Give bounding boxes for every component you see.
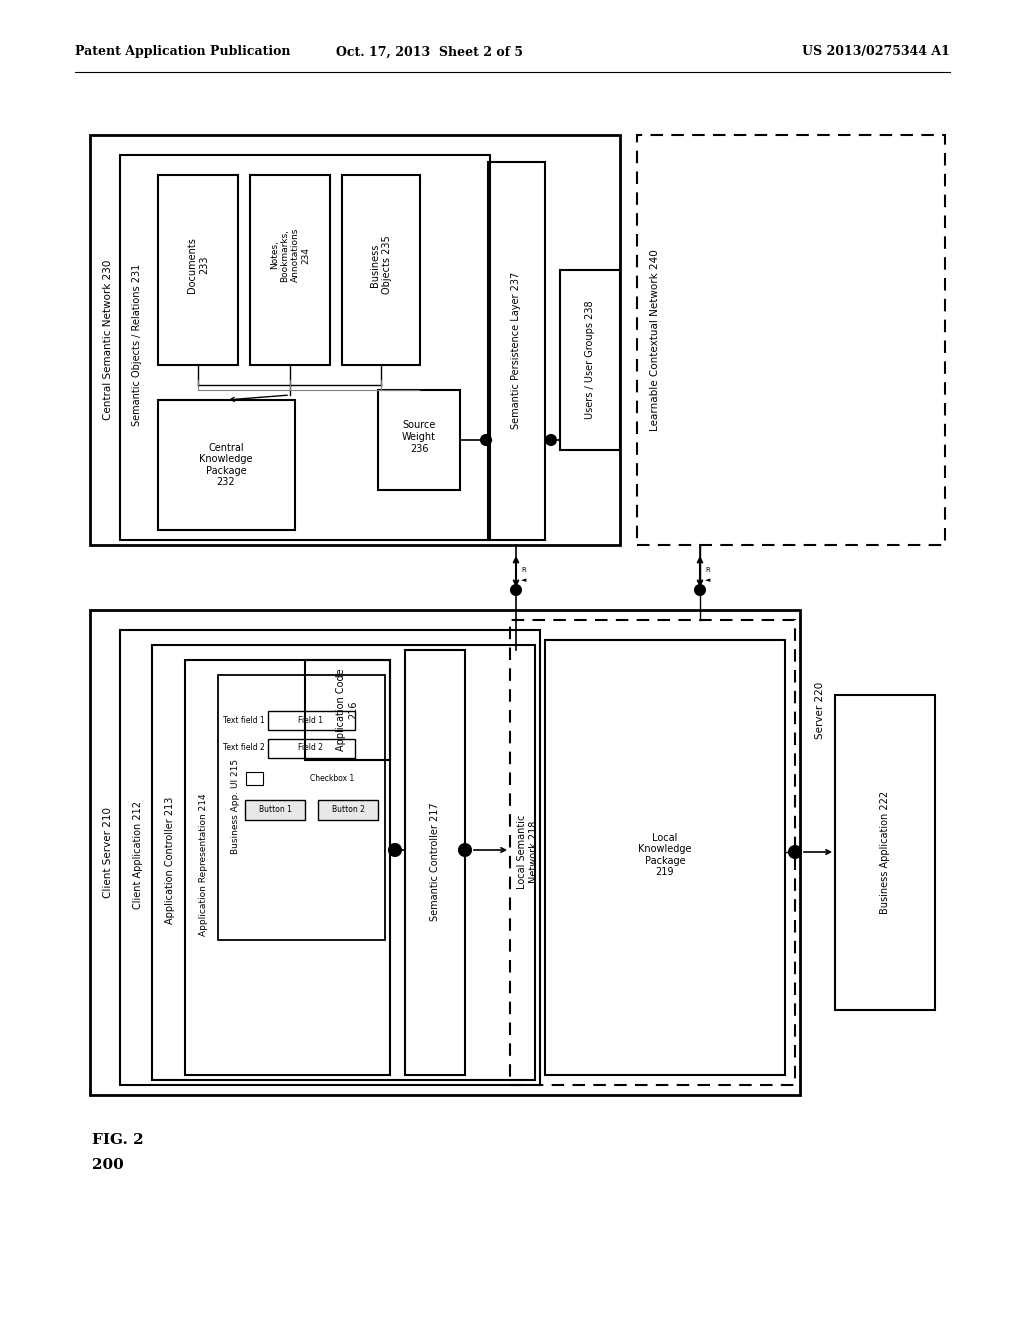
Text: ◄: ◄ [706, 577, 711, 583]
Text: ◄: ◄ [521, 577, 526, 583]
Bar [185, 660, 390, 1074]
Bar [90, 610, 800, 1096]
Bar [545, 640, 785, 1074]
Bar [305, 660, 390, 760]
Text: Text field 1: Text field 1 [223, 715, 265, 725]
Text: Semantic Controller 217: Semantic Controller 217 [430, 803, 440, 921]
Bar [560, 271, 620, 450]
Text: Application Representation 214: Application Representation 214 [199, 793, 208, 936]
Text: Semantic Objects / Relations 231: Semantic Objects / Relations 231 [132, 264, 142, 426]
Text: Client Application 212: Client Application 212 [133, 801, 143, 909]
Circle shape [389, 843, 401, 855]
Text: Application Controller 213: Application Controller 213 [165, 796, 175, 924]
Bar [218, 675, 385, 940]
Text: Button 2: Button 2 [332, 805, 365, 814]
Bar [342, 176, 420, 366]
Text: Local Semantic
Network 218: Local Semantic Network 218 [517, 814, 539, 890]
Bar [120, 154, 490, 540]
Bar [268, 739, 355, 758]
Text: Users / User Groups 238: Users / User Groups 238 [585, 301, 595, 420]
Text: FIG. 2: FIG. 2 [92, 1133, 143, 1147]
Bar [90, 135, 620, 545]
Circle shape [546, 436, 556, 445]
Text: R: R [521, 568, 526, 573]
Bar [406, 649, 465, 1074]
Bar [120, 630, 540, 1085]
Circle shape [481, 436, 490, 445]
Text: Local
Knowledge
Package
219: Local Knowledge Package 219 [638, 833, 692, 878]
Text: Notes,
Bookmarks,
Annotations
234: Notes, Bookmarks, Annotations 234 [270, 228, 310, 282]
Bar [246, 772, 263, 785]
Bar [245, 800, 305, 820]
Text: Central
Knowledge
Package
232: Central Knowledge Package 232 [200, 442, 253, 487]
Text: Business
Objects 235: Business Objects 235 [371, 236, 392, 294]
Text: Documents
233: Documents 233 [187, 238, 209, 293]
Text: Field 1: Field 1 [299, 715, 324, 725]
Circle shape [790, 846, 801, 858]
Text: Business App. UI 215: Business App. UI 215 [230, 759, 240, 854]
Text: Learnable Contextual Network 240: Learnable Contextual Network 240 [650, 249, 660, 430]
Circle shape [459, 843, 471, 855]
Text: 200: 200 [92, 1158, 124, 1172]
Bar [250, 176, 330, 366]
Text: Central Semantic Network 230: Central Semantic Network 230 [103, 260, 113, 420]
Circle shape [511, 585, 521, 595]
Bar [510, 620, 795, 1085]
Circle shape [695, 585, 705, 595]
Text: Client Server 210: Client Server 210 [103, 807, 113, 898]
Text: Business Application 222: Business Application 222 [880, 791, 890, 913]
Bar [637, 135, 945, 545]
Bar [152, 645, 535, 1080]
Bar [835, 696, 935, 1010]
Text: Oct. 17, 2013  Sheet 2 of 5: Oct. 17, 2013 Sheet 2 of 5 [337, 45, 523, 58]
Text: US 2013/0275344 A1: US 2013/0275344 A1 [802, 45, 950, 58]
Bar [488, 162, 545, 540]
Text: Semantic Persistence Layer 237: Semantic Persistence Layer 237 [511, 272, 521, 429]
Text: Source
Weight
236: Source Weight 236 [402, 420, 436, 454]
Text: Button 1: Button 1 [259, 805, 292, 814]
Bar [268, 711, 355, 730]
Text: Server 220: Server 220 [815, 681, 825, 739]
Text: Checkbox 1: Checkbox 1 [310, 774, 354, 783]
Text: Application Code
216: Application Code 216 [336, 669, 357, 751]
Bar [158, 176, 238, 366]
Text: R: R [706, 568, 711, 573]
Bar [158, 400, 295, 531]
Text: Field 2: Field 2 [299, 743, 324, 752]
Bar [378, 389, 460, 490]
Bar [318, 800, 378, 820]
Text: Text field 2: Text field 2 [223, 743, 265, 752]
Text: Patent Application Publication: Patent Application Publication [75, 45, 291, 58]
